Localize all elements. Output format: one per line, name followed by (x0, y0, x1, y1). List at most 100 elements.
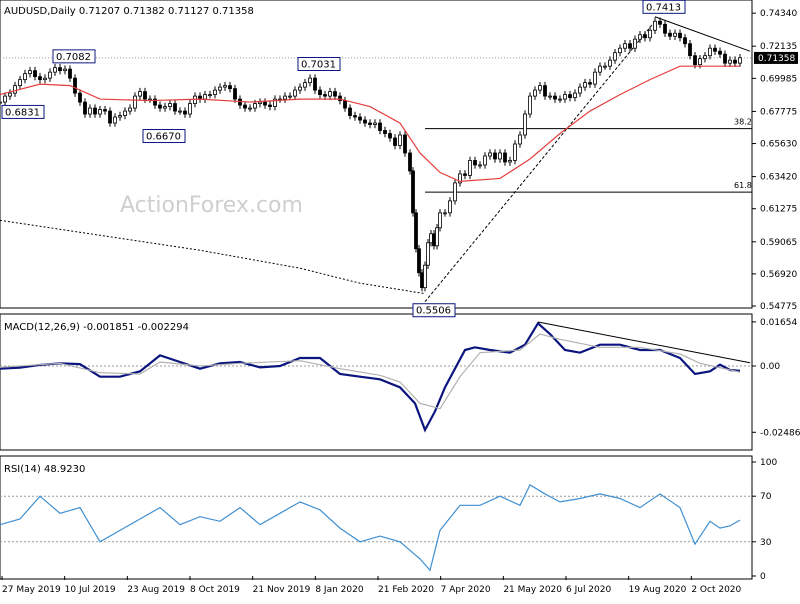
candle-body (363, 119, 367, 124)
candle-body (638, 34, 642, 40)
candle-body (388, 133, 392, 139)
macd-y-tick-label: 0.01654 (760, 318, 797, 328)
candle-body (548, 95, 552, 98)
fib-layer: 38.2 61.8 (425, 118, 752, 193)
candle-body (153, 98, 157, 106)
candle-body (263, 101, 267, 106)
price-annotation-label: 0.7031 (301, 59, 336, 70)
trendline-layer (424, 16, 751, 303)
candle-body (93, 107, 97, 115)
candle-body (403, 134, 407, 154)
candle-body (103, 109, 107, 112)
candle-body (693, 55, 697, 66)
candle-body (253, 103, 257, 109)
candle-body (733, 59, 737, 64)
price-y-tick-label: 0.54775 (760, 302, 797, 312)
candle-body (208, 94, 212, 97)
candle-body (8, 92, 12, 97)
candle-body (218, 86, 222, 91)
candle-body (468, 160, 472, 176)
candle-body (608, 59, 612, 67)
macd-line (0, 321, 741, 433)
candle-body (483, 155, 487, 166)
candle-body (633, 38, 637, 49)
price-annotation-box (642, 0, 686, 14)
x-axis-label: 7 Apr 2020 (441, 585, 491, 595)
candle-body (518, 134, 522, 145)
candle-body (3, 95, 7, 103)
candle-body (243, 104, 247, 109)
price-annotation-label: 0.6831 (5, 107, 40, 118)
candle-body (63, 68, 67, 72)
rsi-y-tick-label: 100 (760, 458, 777, 468)
candle-body (613, 52, 617, 61)
candle-body (443, 212, 447, 215)
price-annotation-box (1, 104, 45, 119)
x-axis-label: 23 Aug 2019 (127, 585, 185, 595)
candle-body (138, 91, 142, 97)
candle-body (268, 104, 272, 107)
candle-body (78, 92, 82, 103)
price-y-tick-label: 0.74340 (760, 9, 797, 19)
candle-body (288, 95, 292, 98)
price-annotation-label: 0.5506 (416, 306, 451, 317)
candle-body (648, 29, 652, 39)
x-axis-label: 21 Feb 2020 (378, 585, 434, 595)
candle-body (498, 152, 502, 160)
candle-body (358, 116, 362, 121)
candle-body (28, 70, 32, 75)
downtrend-line (654, 16, 751, 52)
price-y-tick-label: 0.59065 (760, 238, 797, 248)
price-y-axis: 0.74340 0.72135 0.69985 0.67775 0.65630 0.634… (752, 9, 797, 312)
candle-body (293, 89, 297, 97)
price-y-tick-label: 0.72135 (760, 42, 797, 52)
candle-body (368, 122, 372, 125)
candle-body (68, 68, 72, 79)
candle-body (328, 91, 332, 97)
x-axis-label: 21 May 2020 (503, 585, 562, 595)
price-annotation-box (142, 129, 186, 144)
x-axis-label: 19 Aug 2020 (629, 585, 687, 595)
candle-body (523, 113, 527, 136)
candle-body (323, 94, 327, 97)
candle-body (558, 98, 562, 101)
candle-body (628, 43, 632, 49)
candle-body (528, 95, 532, 115)
price-y-tick-label: 0.67775 (760, 107, 797, 117)
macd-y-axis: 0.01654 0.00 -0.02486 (752, 318, 800, 438)
candle-body (0, 101, 2, 104)
price-annotation-box (52, 49, 96, 64)
candles-layer (0, 17, 742, 292)
candle-body (414, 212, 418, 250)
rsi-y-tick-label: 30 (760, 538, 772, 548)
fib-label: 38.2 (734, 118, 752, 127)
candle-body (417, 248, 421, 274)
candle-body (183, 110, 187, 115)
candle-body (228, 85, 232, 90)
price-annotation-label: 0.7413 (646, 2, 681, 13)
candle-body (508, 160, 512, 163)
macd-y-tick-label: -0.02486 (760, 428, 800, 438)
candle-body (343, 100, 347, 109)
candle-body (273, 98, 277, 107)
candle-body (563, 94, 567, 100)
candle-body (513, 143, 517, 161)
current-price-box (754, 51, 798, 64)
price-panel-frame (0, 0, 753, 309)
candle-body (383, 130, 387, 134)
rsi-layer (0, 483, 752, 572)
candle-body (168, 103, 172, 107)
candle-body (53, 67, 57, 73)
candle-body (598, 65, 602, 73)
candle-body (411, 170, 415, 214)
x-axis-label: 2 Oct 2020 (691, 585, 741, 595)
rsi-title: RSI(14) 48.9230 (4, 464, 85, 475)
candle-body (338, 95, 342, 101)
candle-body (718, 50, 722, 55)
candle-body (123, 110, 127, 116)
price-title: AUDUSD,Daily 0.71207 0.71382 0.71127 0.7… (4, 6, 254, 17)
candle-body (448, 200, 452, 214)
candle-body (203, 94, 207, 100)
